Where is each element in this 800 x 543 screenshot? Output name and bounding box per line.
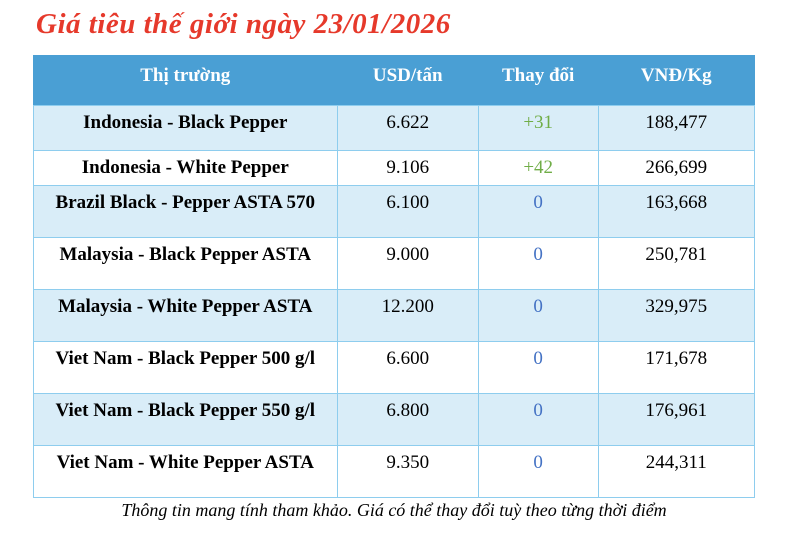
- change-cell: 0: [477, 289, 599, 342]
- page-title: Giá tiêu thế giới ngày 23/01/2026: [36, 8, 451, 40]
- disclaimer-text: Thông tin mang tính tham khảo. Giá có th…: [121, 500, 667, 520]
- market-cell: Indonesia - White Pepper: [33, 150, 338, 186]
- column-header-market: Thị trường: [33, 55, 338, 106]
- column-header-vnd: VNĐ/Kg: [597, 55, 756, 106]
- vnd-cell: 266,699: [597, 150, 756, 186]
- table-row: Viet Nam - Black Pepper 550 g/l 6.800 0 …: [33, 393, 756, 446]
- change-cell: 0: [477, 237, 599, 290]
- market-cell: Viet Nam - Black Pepper 500 g/l: [33, 341, 338, 394]
- market-cell: Malaysia - Black Pepper ASTA: [33, 237, 338, 290]
- table-row: Viet Nam - Black Pepper 500 g/l 6.600 0 …: [33, 341, 756, 394]
- table-row: Indonesia - Black Pepper 6.622 +31 188,4…: [33, 105, 756, 151]
- table-row: Viet Nam - White Pepper ASTA 9.350 0 244…: [33, 445, 756, 498]
- market-cell: Viet Nam - White Pepper ASTA: [33, 445, 338, 498]
- market-cell: Malaysia - White Pepper ASTA: [33, 289, 338, 342]
- usd-cell: 9.350: [336, 445, 479, 498]
- table-row: Brazil Black - Pepper ASTA 570 6.100 0 1…: [33, 185, 756, 238]
- change-cell: 0: [477, 341, 599, 394]
- change-cell: 0: [477, 185, 599, 238]
- table-header-row: Thị trường USD/tấn Thay đổi VNĐ/Kg: [33, 55, 756, 106]
- vnd-cell: 188,477: [597, 105, 756, 151]
- vnd-cell: 250,781: [597, 237, 756, 290]
- usd-cell: 6.100: [336, 185, 479, 238]
- usd-cell: 12.200: [336, 289, 479, 342]
- change-cell: 0: [477, 445, 599, 498]
- pepper-price-table: Thị trường USD/tấn Thay đổi VNĐ/Kg Indon…: [33, 55, 756, 498]
- usd-cell: 6.622: [336, 105, 479, 151]
- table-row: Malaysia - Black Pepper ASTA 9.000 0 250…: [33, 237, 756, 290]
- vnd-cell: 163,668: [597, 185, 756, 238]
- usd-cell: 6.600: [336, 341, 479, 394]
- vnd-cell: 176,961: [597, 393, 756, 446]
- market-cell: Viet Nam - Black Pepper 550 g/l: [33, 393, 338, 446]
- change-cell: +31: [477, 105, 599, 151]
- table-row: Malaysia - White Pepper ASTA 12.200 0 32…: [33, 289, 756, 342]
- usd-cell: 9.106: [336, 150, 479, 186]
- market-cell: Indonesia - Black Pepper: [33, 105, 338, 151]
- table-row: Indonesia - White Pepper 9.106 +42 266,6…: [33, 150, 756, 186]
- column-header-change: Thay đổi: [477, 55, 599, 106]
- vnd-cell: 329,975: [597, 289, 756, 342]
- usd-cell: 6.800: [336, 393, 479, 446]
- vnd-cell: 171,678: [597, 341, 756, 394]
- change-cell: +42: [477, 150, 599, 186]
- column-header-usd: USD/tấn: [336, 55, 479, 106]
- market-cell: Brazil Black - Pepper ASTA 570: [33, 185, 338, 238]
- change-cell: 0: [477, 393, 599, 446]
- usd-cell: 9.000: [336, 237, 479, 290]
- vnd-cell: 244,311: [597, 445, 756, 498]
